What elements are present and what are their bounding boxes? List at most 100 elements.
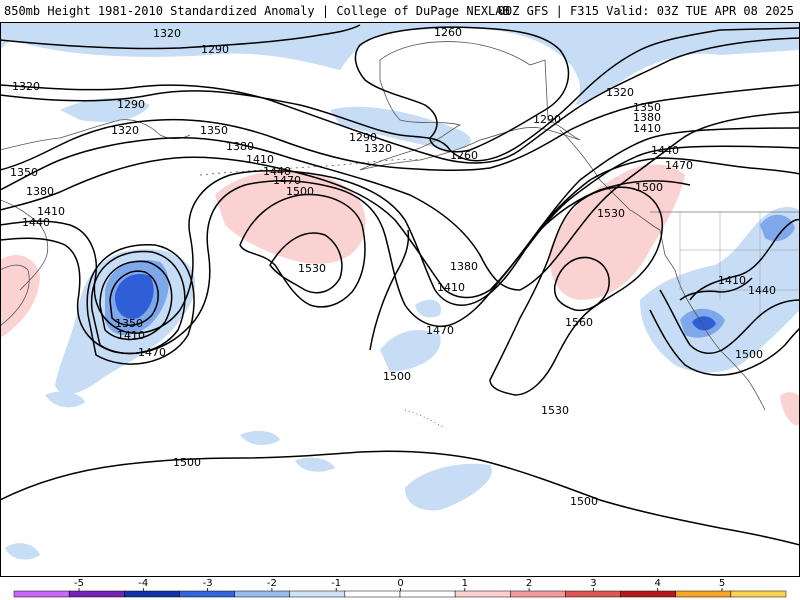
contour-1260 <box>354 26 570 153</box>
colorbar-tick-label: -4 <box>138 578 148 589</box>
contour-1350-low <box>109 270 159 326</box>
contour-label: 1500 <box>286 185 314 198</box>
coastline-alaska <box>359 41 581 171</box>
contour-label: 1350 <box>10 166 38 179</box>
colorbar-tick-label: -3 <box>203 578 213 589</box>
colorbar-swatch <box>510 590 566 598</box>
negative-anomaly-region <box>760 214 795 242</box>
contour-label: 1530 <box>541 404 569 417</box>
contour-label: 1260 <box>450 149 478 162</box>
contour-1380-low <box>99 260 173 341</box>
contour-label: 1500 <box>635 181 663 194</box>
contour-1290-north <box>0 24 361 50</box>
contour-label: 1440 <box>263 165 291 178</box>
model-run-info: 00Z GFS | F315 Valid: 03Z TUE APR 08 202… <box>497 4 794 18</box>
contour-label: 1290 <box>533 113 561 126</box>
colorbar-swatch <box>620 590 676 598</box>
colorbar-swatch <box>565 590 621 598</box>
negative-anomaly-region <box>405 463 492 511</box>
negative-anomaly-region <box>45 391 85 408</box>
anomaly-fills <box>0 22 800 560</box>
contour-label: 1410 <box>718 274 746 287</box>
contour-label: 1560 <box>565 316 593 329</box>
contour-1380 <box>0 111 800 291</box>
contour-1560 <box>553 256 610 312</box>
contour-1290 <box>0 27 800 162</box>
contour-label: 1500 <box>735 348 763 361</box>
contour-1440-low <box>86 244 195 365</box>
contour-label: 1290 <box>117 98 145 111</box>
contour-1320 <box>0 37 800 164</box>
contour-label: 1440 <box>651 144 679 157</box>
contour-label: 1350 <box>633 101 661 114</box>
contour-1440-us <box>679 277 753 301</box>
negative-anomaly-region <box>415 299 441 318</box>
contour-label: 1380 <box>26 185 54 198</box>
contour-label: 1530 <box>597 207 625 220</box>
contour-label: 1440 <box>748 284 776 297</box>
contour-1440 <box>0 145 800 334</box>
colorbar-tick-label: 5 <box>719 578 725 589</box>
contour-label: 1260 <box>434 26 462 39</box>
contour-label: 1380 <box>633 111 661 124</box>
negative-anomaly-region <box>240 430 280 446</box>
contour-label: 1470 <box>273 174 301 187</box>
contour-label: 1320 <box>12 80 40 93</box>
colorbar-swatch <box>675 590 732 598</box>
contour-label: 1410 <box>437 281 465 294</box>
contour-1350 <box>0 84 800 172</box>
colorbar-tick-label: 2 <box>526 578 532 589</box>
colorbar-swatch <box>399 590 456 598</box>
header: 850mb Height 1981-2010 Standardized Anom… <box>0 0 800 22</box>
contour-1530 <box>269 232 343 294</box>
coastline-kamchatka <box>0 199 49 291</box>
contour-label: 1350 <box>115 317 143 330</box>
coastline-bc <box>559 129 766 411</box>
negative-anomaly-region <box>114 274 154 319</box>
colorbar-tick-label: -1 <box>331 578 341 589</box>
contour-label: 1410 <box>117 329 145 342</box>
contour-label: 1380 <box>450 260 478 273</box>
colorbar-tick-label: 0 <box>397 578 403 589</box>
contour-1410-us <box>689 218 800 301</box>
contour-label: 1530 <box>298 262 326 275</box>
contour-labels: 1320 1290 1260 1320 1290 1320 1350 1290 … <box>10 26 776 508</box>
colorbar-tick-label: 1 <box>462 578 468 589</box>
contour-label: 1470 <box>665 159 693 172</box>
colorbar-swatch <box>13 590 70 598</box>
negative-anomaly-region <box>380 330 441 372</box>
colorbar-swatch <box>234 590 290 598</box>
contour-label: 1440 <box>22 216 50 229</box>
colorbar-tick-label: -5 <box>74 578 84 589</box>
colorbar-swatches <box>13 590 787 598</box>
contour-label: 1500 <box>173 456 201 469</box>
contour-label: 1290 <box>349 131 377 144</box>
contour-label: 1500 <box>383 370 411 383</box>
contour-label: 1290 <box>201 43 229 56</box>
anomaly-colorbar: -5 -4 -3 -2 -1 0 1 2 3 4 5 <box>13 578 787 598</box>
colorbar-swatch <box>730 590 787 598</box>
colorbar-tick-label: 3 <box>590 578 596 589</box>
contour-1500-south <box>0 450 800 546</box>
colorbar-swatch <box>124 590 180 598</box>
height-contours <box>0 24 800 546</box>
colorbar-swatch <box>179 590 235 598</box>
contour-label: 1320 <box>364 142 392 155</box>
positive-anomaly-region <box>215 170 366 264</box>
contour-label: 1410 <box>633 122 661 135</box>
coastline-japan <box>0 264 30 327</box>
contour-label: 1410 <box>246 153 274 166</box>
contour-1500 <box>239 193 366 308</box>
contour-label: 1410 <box>37 205 65 218</box>
contour-label: 1470 <box>138 346 166 359</box>
positive-anomaly-region <box>780 392 800 426</box>
contour-1530-east <box>489 186 663 396</box>
colorbar-ticks: -5 -4 -3 -2 -1 0 1 2 3 4 5 <box>74 578 725 591</box>
contour-1500-us <box>649 309 800 376</box>
negative-anomaly-region <box>5 543 40 560</box>
border-state-lines <box>679 212 800 320</box>
colorbar-swatch <box>344 590 401 598</box>
colorbar-swatch <box>454 590 511 598</box>
map-title: 850mb Height 1981-2010 Standardized Anom… <box>4 4 510 18</box>
contour-label: 1320 <box>153 27 181 40</box>
